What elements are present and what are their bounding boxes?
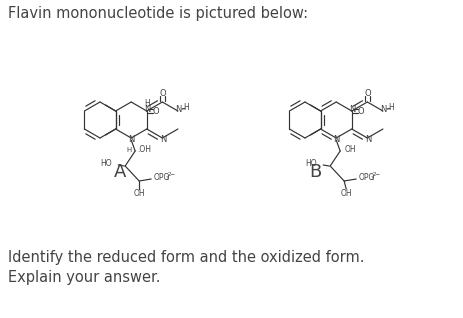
Text: H: H <box>144 100 150 108</box>
Text: H: H <box>183 103 189 113</box>
Text: OH: OH <box>133 189 145 197</box>
Text: OH: OH <box>340 189 352 197</box>
Text: Explain your answer.: Explain your answer. <box>8 270 161 285</box>
Text: 2−: 2− <box>167 172 175 177</box>
Text: O: O <box>159 88 166 98</box>
Text: N: N <box>350 105 356 114</box>
Text: OPO: OPO <box>358 174 375 183</box>
Text: H: H <box>126 147 132 153</box>
Text: N: N <box>380 105 386 114</box>
Text: N: N <box>144 105 151 114</box>
Text: O: O <box>357 107 364 115</box>
Text: .OH: .OH <box>137 146 151 155</box>
Text: N: N <box>160 135 167 144</box>
Text: H: H <box>388 103 394 113</box>
Text: Flavin mononucleotide is pictured below:: Flavin mononucleotide is pictured below: <box>8 6 308 21</box>
Text: HO: HO <box>306 158 317 168</box>
Text: OPO: OPO <box>153 174 169 183</box>
Text: N: N <box>175 105 181 114</box>
Text: Identify the reduced form and the oxidized form.: Identify the reduced form and the oxidiz… <box>8 250 364 265</box>
Text: N: N <box>128 135 134 144</box>
Text: N: N <box>333 135 339 144</box>
Text: A: A <box>114 163 126 181</box>
Text: HO: HO <box>100 158 112 168</box>
Text: 2−: 2− <box>372 172 380 177</box>
Text: O: O <box>364 88 371 98</box>
Text: 3: 3 <box>370 176 374 182</box>
Text: N: N <box>365 135 371 144</box>
Text: O: O <box>152 107 159 115</box>
Text: 3: 3 <box>165 176 169 182</box>
Text: OH: OH <box>344 144 356 154</box>
Text: B: B <box>309 163 321 181</box>
